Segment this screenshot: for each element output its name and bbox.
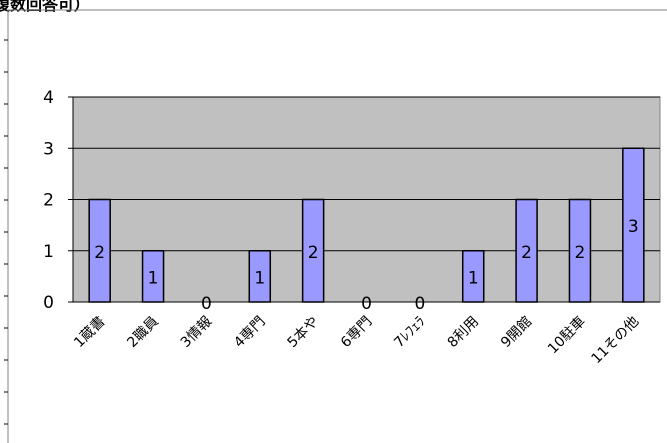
y-tick-label: 4: [43, 88, 54, 108]
data-label: 3: [628, 217, 639, 237]
data-label: 0: [201, 294, 212, 314]
data-label: 1: [468, 268, 479, 288]
y-tick-label: 1: [43, 242, 54, 262]
data-label: 2: [575, 243, 586, 263]
data-label: 2: [308, 243, 319, 263]
category-label: 3情報: [178, 314, 215, 351]
data-label: 0: [414, 294, 425, 314]
category-label: 1蔵書: [71, 314, 108, 351]
y-tick-label: 2: [43, 191, 54, 211]
y-tick-label: 3: [43, 139, 54, 159]
category-label: 4専門: [231, 314, 268, 351]
data-label: 1: [148, 268, 159, 288]
category-label: 11その他: [589, 314, 643, 368]
category-label: 9開館: [497, 313, 535, 351]
category-label: 5本や: [285, 314, 322, 351]
category-label: 7ﾚﾌｪﾗ: [391, 314, 428, 351]
category-label: 10駐車: [544, 313, 588, 357]
category-label: 2職員: [124, 314, 161, 351]
y-tick-label: 0: [43, 293, 54, 313]
data-label: 2: [94, 243, 105, 263]
data-label: 2: [521, 243, 532, 263]
category-label: 8利用: [445, 314, 482, 351]
category-label: 6専門: [338, 314, 375, 351]
data-label: 1: [254, 268, 265, 288]
data-label: 0: [361, 294, 372, 314]
